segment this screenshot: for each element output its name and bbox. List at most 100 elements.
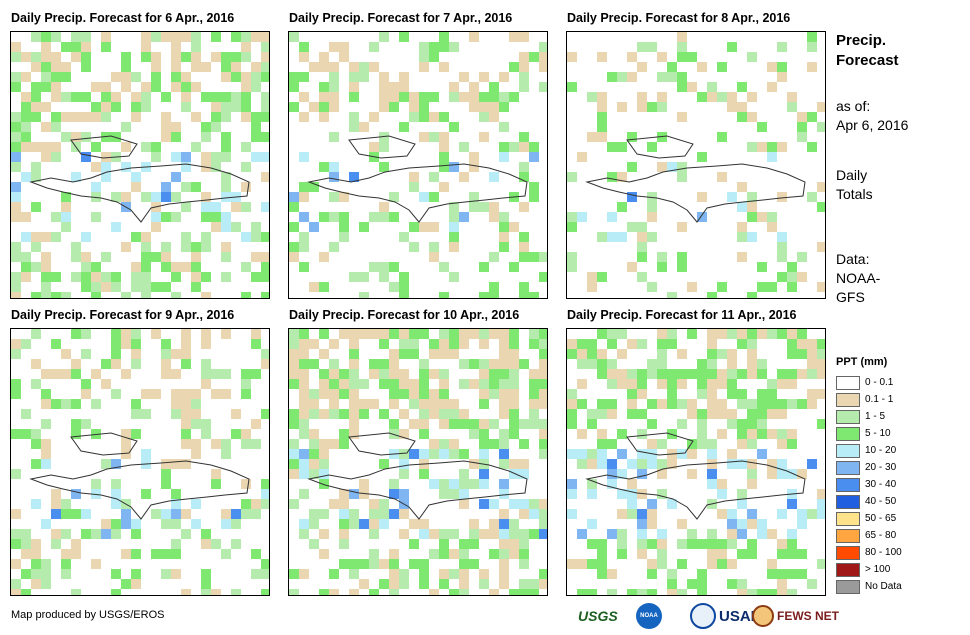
precip-cell <box>339 499 349 509</box>
precip-cell <box>309 182 319 192</box>
precip-cell <box>329 242 339 252</box>
precip-cell <box>369 589 379 595</box>
precip-cell <box>121 339 131 349</box>
precip-cell <box>201 529 211 539</box>
precip-cell <box>121 579 131 589</box>
fews-globe-icon <box>752 605 774 627</box>
precip-cell <box>587 539 597 549</box>
precip-cell <box>667 369 677 379</box>
precip-cell <box>161 349 171 359</box>
precip-cell <box>131 72 141 82</box>
precip-cell <box>519 359 529 369</box>
precip-cell <box>459 142 469 152</box>
precip-cell <box>191 252 201 262</box>
precip-cell <box>289 459 299 469</box>
precip-cell <box>767 379 777 389</box>
precip-cell <box>31 439 41 449</box>
legend-swatch <box>836 512 860 526</box>
precip-cell <box>607 479 617 489</box>
precip-grid-6 <box>567 329 825 595</box>
precip-cell <box>667 589 677 595</box>
precip-cell <box>489 549 499 559</box>
precip-cell <box>727 349 737 359</box>
precip-cell <box>41 439 51 449</box>
precip-cell <box>91 102 101 112</box>
precip-cell <box>171 519 181 529</box>
precip-cell <box>459 469 469 479</box>
precip-cell <box>787 339 797 349</box>
precip-cell <box>747 429 757 439</box>
precip-cell <box>399 72 409 82</box>
precip-cell <box>459 489 469 499</box>
precip-cell <box>309 399 319 409</box>
precip-cell <box>111 359 121 369</box>
precip-cell <box>747 292 757 298</box>
precip-cell <box>171 72 181 82</box>
precip-cell <box>637 539 647 549</box>
precip-cell <box>349 172 359 182</box>
precip-cell <box>41 292 51 298</box>
precip-cell <box>261 489 269 499</box>
precip-cell <box>519 132 529 142</box>
precip-cell <box>261 32 269 42</box>
precip-cell <box>519 282 529 292</box>
precip-cell <box>151 192 161 202</box>
precip-cell <box>607 569 617 579</box>
precip-cell <box>777 579 787 589</box>
precip-cell <box>597 539 607 549</box>
precip-cell <box>617 489 627 499</box>
data-block: Data: NOAA- GFS <box>836 250 880 307</box>
precip-cell <box>419 569 429 579</box>
legend-swatch <box>836 546 860 560</box>
precip-cell <box>261 232 269 242</box>
precip-cell <box>399 349 409 359</box>
precip-cell <box>597 102 607 112</box>
precip-cell <box>577 152 587 162</box>
precip-cell <box>667 499 677 509</box>
precip-cell <box>289 449 299 459</box>
precip-cell <box>637 369 647 379</box>
precip-cell <box>657 339 667 349</box>
precip-cell <box>181 589 191 595</box>
precip-cell <box>439 489 449 499</box>
precip-cell <box>171 569 181 579</box>
data-source2: GFS <box>836 289 865 305</box>
precip-cell <box>539 252 547 262</box>
precip-cell <box>597 569 607 579</box>
precip-cell <box>469 329 479 339</box>
precip-cell <box>161 132 171 142</box>
precip-cell <box>509 32 519 42</box>
precip-cell <box>151 509 161 519</box>
precip-cell <box>627 132 637 142</box>
precip-cell <box>439 62 449 72</box>
precip-cell <box>71 369 81 379</box>
precip-cell <box>489 499 499 509</box>
precip-cell <box>587 459 597 469</box>
precip-cell <box>469 429 479 439</box>
precip-cell <box>577 559 587 569</box>
precip-cell <box>299 42 309 52</box>
precip-cell <box>677 52 687 62</box>
precip-cell <box>539 359 547 369</box>
precip-cell <box>221 329 231 339</box>
precip-cell <box>697 589 707 595</box>
precip-cell <box>469 92 479 102</box>
precip-cell <box>727 539 737 549</box>
precip-cell <box>429 389 439 399</box>
precip-cell <box>587 272 597 282</box>
precip-cell <box>329 42 339 52</box>
precip-cell <box>51 539 61 549</box>
precip-cell <box>211 102 221 112</box>
precip-cell <box>499 339 509 349</box>
precip-cell <box>251 509 261 519</box>
usgs-logo: USGS <box>578 608 618 624</box>
precip-cell <box>577 212 587 222</box>
precip-cell <box>767 409 777 419</box>
precip-cell <box>339 439 349 449</box>
precip-cell <box>191 112 201 122</box>
precip-cell <box>171 52 181 62</box>
precip-cell <box>419 102 429 112</box>
precip-cell <box>607 72 617 82</box>
precip-cell <box>439 539 449 549</box>
precip-cell <box>71 32 81 42</box>
